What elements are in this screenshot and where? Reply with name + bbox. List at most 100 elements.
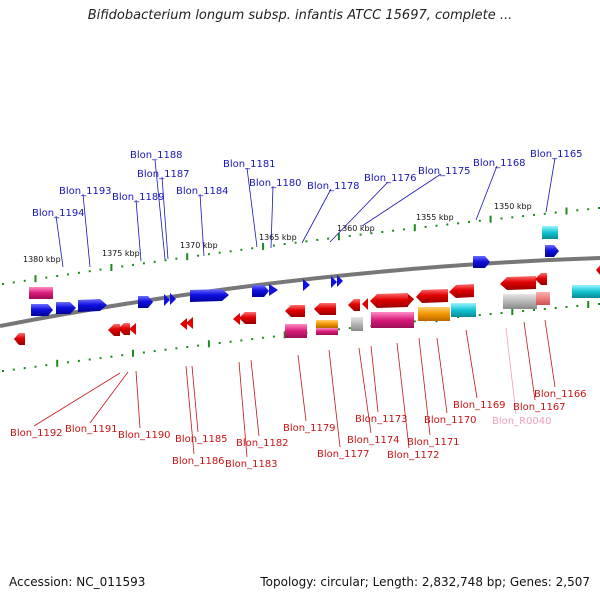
major-tick xyxy=(132,349,134,357)
minor-tick xyxy=(197,254,200,257)
feature-cyan-1165 xyxy=(542,226,558,239)
major-tick xyxy=(110,264,113,271)
gene-blon-1177 xyxy=(314,303,336,315)
minor-tick xyxy=(500,217,503,220)
gene-blon-1165 xyxy=(545,245,559,257)
gene-blon-1190b xyxy=(129,323,136,335)
gene-blon-1168 xyxy=(473,256,490,268)
minor-tick xyxy=(272,244,275,247)
label-blon-1184: Blon_1184 xyxy=(176,186,229,197)
major-tick xyxy=(186,253,189,261)
major-tick xyxy=(34,275,37,283)
outer-tick-track xyxy=(2,207,600,285)
minor-tick xyxy=(598,207,600,209)
major-tick xyxy=(337,233,340,241)
minor-tick xyxy=(457,316,460,319)
label-blon-1186: Blon_1186 xyxy=(172,456,225,467)
minor-tick xyxy=(12,281,15,284)
minor-tick xyxy=(468,221,470,223)
minor-tick xyxy=(175,347,178,350)
minor-tick xyxy=(2,283,4,285)
feature-orange-1177 xyxy=(316,320,338,328)
major-tick xyxy=(565,207,568,215)
minor-tick xyxy=(251,338,254,341)
gene-blon-1192-fwd xyxy=(78,299,107,312)
gene-blon-1166 xyxy=(535,273,547,285)
label-blon-1176: Blon_1176 xyxy=(364,173,417,184)
minor-tick xyxy=(576,209,579,212)
minor-tick xyxy=(218,342,221,344)
map-title: Bifidobacterium longum subsp. infantis A… xyxy=(87,8,513,23)
minor-tick xyxy=(272,335,275,338)
label-blon-1175: Blon_1175 xyxy=(418,166,471,177)
minor-tick xyxy=(153,260,156,263)
label-blon-1192: Blon_1192 xyxy=(10,428,63,439)
minor-tick xyxy=(142,262,145,265)
label-blon-1170: Blon_1170 xyxy=(424,415,477,426)
minor-tick xyxy=(413,320,416,323)
minor-tick xyxy=(229,250,232,253)
label-blon-1177: Blon_1177 xyxy=(317,449,370,460)
scale-label-1365: 1365 kbp xyxy=(259,233,297,242)
label-blon-1174: Blon_1174 xyxy=(347,435,400,446)
label-blon-1188: Blon_1188 xyxy=(130,150,183,161)
gene-blon-1172b xyxy=(408,294,414,306)
scale-label-1355: 1355 kbp xyxy=(416,213,454,222)
minor-tick xyxy=(67,273,69,276)
gene-blon-1176 xyxy=(331,276,337,288)
minor-tick xyxy=(67,361,69,364)
major-tick xyxy=(262,242,265,250)
minor-tick xyxy=(446,223,449,226)
minor-tick xyxy=(240,339,243,342)
feature-gray-1174 xyxy=(351,317,363,331)
minor-tick xyxy=(142,351,145,354)
minor-tick xyxy=(424,225,427,228)
gene-blon-1181 xyxy=(252,285,269,297)
accession-label: Accession: NC_011593 xyxy=(9,575,146,589)
minor-tick xyxy=(500,312,503,314)
reverse-gene-labels: Blon_1166 Blon_1167 Blon_R0040 Blon_1169… xyxy=(10,319,587,470)
gene-blon-1184 xyxy=(190,289,229,302)
major-tick xyxy=(511,308,514,315)
label-blon-1178: Blon_1178 xyxy=(307,181,360,192)
gene-blon-1194 xyxy=(31,304,53,316)
gene-blon-1171 xyxy=(416,289,448,303)
gene-blon-1165b xyxy=(596,265,600,275)
minor-tick xyxy=(587,208,590,211)
label-blon-1185: Blon_1185 xyxy=(175,434,228,445)
minor-tick xyxy=(164,259,167,262)
gene-blon-1191 xyxy=(108,324,120,336)
gene-blon-1188 xyxy=(164,294,170,306)
minor-tick xyxy=(88,358,91,361)
topology-info: Topology: circular; Length: 2,832,748 bp… xyxy=(260,575,590,589)
label-blon-1181: Blon_1181 xyxy=(223,159,276,170)
major-tick xyxy=(587,301,590,308)
label-blon-1193: Blon_1193 xyxy=(59,186,112,197)
minor-tick xyxy=(56,275,59,277)
minor-tick xyxy=(262,336,265,339)
minor-tick xyxy=(197,344,200,347)
minor-tick xyxy=(478,219,481,222)
minor-tick xyxy=(88,270,91,273)
gene-blon-1192 xyxy=(14,333,25,345)
feature-cyan-1169 xyxy=(451,303,476,317)
feature-pink-left xyxy=(29,287,53,299)
minor-tick xyxy=(121,354,124,357)
gene-blon-1167 xyxy=(500,276,536,290)
label-blon-1165: Blon_1165 xyxy=(530,149,583,160)
minor-tick xyxy=(533,309,535,311)
label-blon-1190: Blon_1190 xyxy=(118,430,171,441)
label-blon-1173: Blon_1173 xyxy=(355,414,408,425)
minor-tick xyxy=(381,231,384,233)
gene-blon-1175 xyxy=(337,275,343,287)
minor-tick xyxy=(348,327,351,330)
scale-label-1360: 1360 kbp xyxy=(337,224,375,233)
label-blon-1189: Blon_1189 xyxy=(112,192,165,203)
label-blon-1179: Blon_1179 xyxy=(283,423,336,434)
minor-tick xyxy=(164,348,167,351)
forward-genes xyxy=(31,245,559,316)
feature-pink-1179 xyxy=(285,324,307,338)
minor-tick xyxy=(34,365,37,368)
minor-tick xyxy=(121,265,124,268)
